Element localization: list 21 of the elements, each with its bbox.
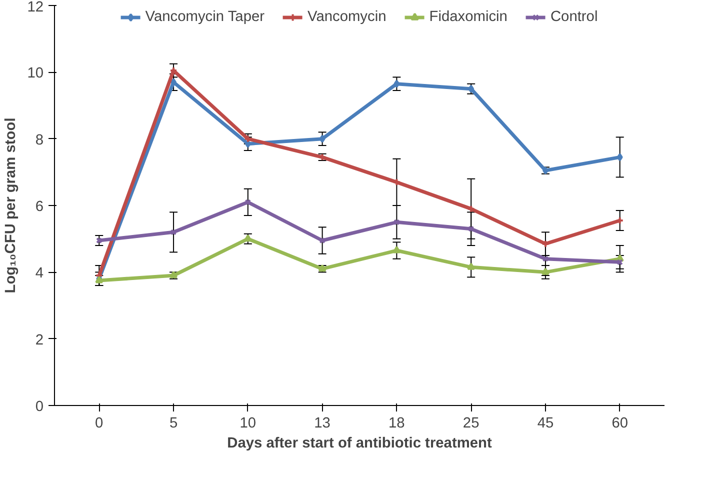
y-tick-label: 0 bbox=[35, 399, 44, 415]
y-tick-label: 4 bbox=[35, 266, 44, 282]
x-tick-label: 0 bbox=[95, 416, 104, 432]
legend-label: Vancomycin bbox=[308, 9, 386, 25]
legend-label: Vancomycin Taper bbox=[145, 9, 265, 25]
x-tick-label: 25 bbox=[462, 416, 480, 432]
y-tick-label: 10 bbox=[27, 66, 44, 82]
x-tick-label: 60 bbox=[612, 416, 628, 432]
y-tick-label: 2 bbox=[35, 332, 44, 348]
legend-label: Fidaxomicin bbox=[429, 9, 508, 25]
x-tick-label: 5 bbox=[169, 416, 178, 432]
y-axis-title: Log₁₀CFU per gram stool bbox=[3, 118, 20, 294]
y-tick-label: 12 bbox=[27, 0, 44, 16]
x-axis-title: Days after start of antibiotic treatment bbox=[227, 436, 492, 452]
y-tick-label: 8 bbox=[35, 132, 44, 148]
y-tick-label: 6 bbox=[35, 199, 44, 215]
x-tick-label: 45 bbox=[537, 416, 554, 432]
x-tick-label: 18 bbox=[388, 416, 405, 432]
x-tick-label: 10 bbox=[240, 416, 256, 432]
x-tick-label: 13 bbox=[314, 416, 330, 432]
legend-label: Control bbox=[550, 9, 598, 25]
